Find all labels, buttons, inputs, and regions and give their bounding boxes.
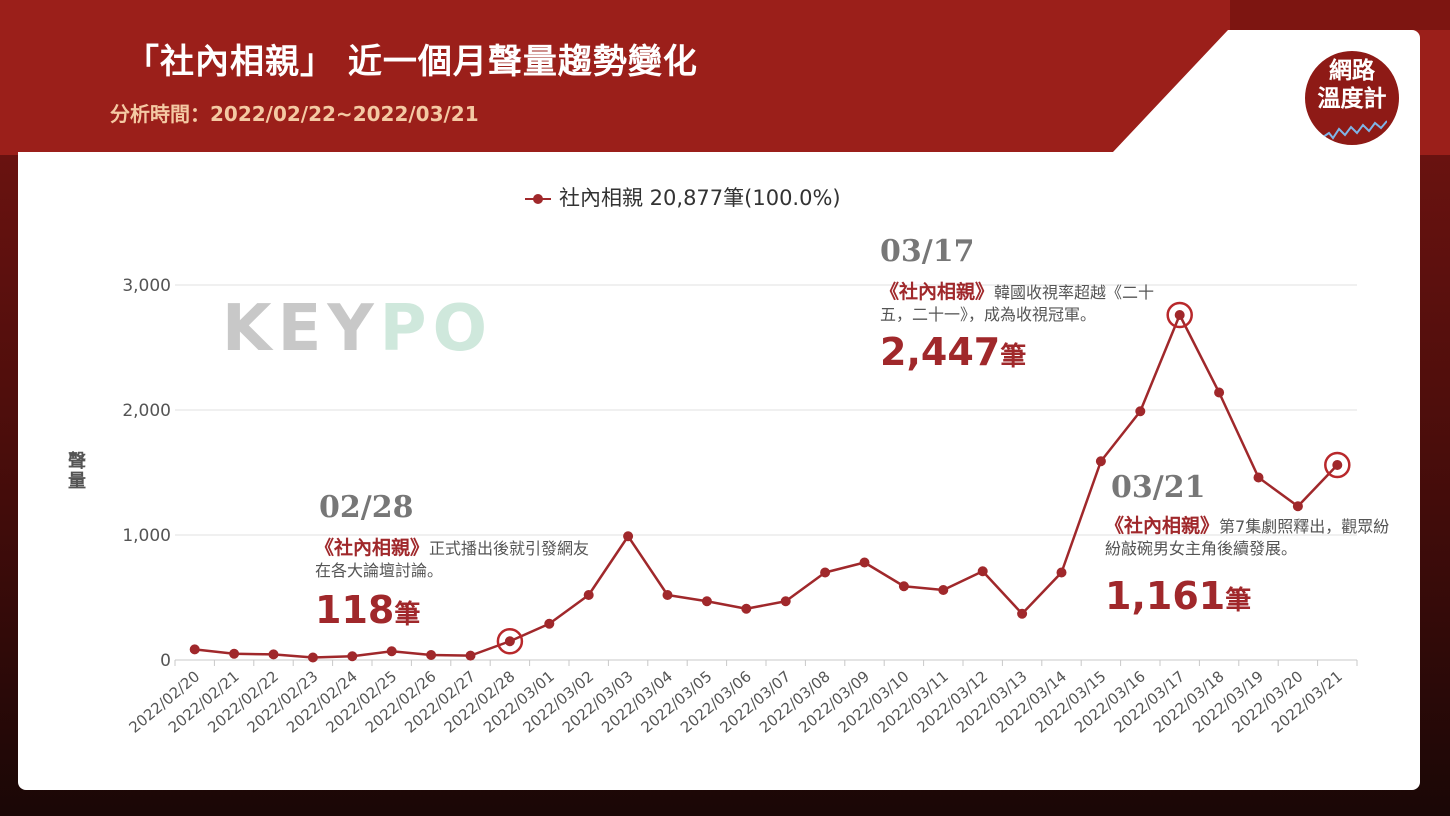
- data-point: [504, 636, 515, 647]
- annotation-unit: 筆: [1225, 586, 1252, 616]
- logo-line1: 網路: [1329, 58, 1375, 84]
- highlight-ring: [1166, 301, 1193, 329]
- annotation-title: 《社內相親》: [880, 281, 995, 303]
- header-accent: [1230, 0, 1450, 30]
- legend-marker-icon: [525, 192, 551, 206]
- annotation-date: 02/28: [319, 490, 414, 525]
- annotation-0228: 02/28 《社內相親》正式播出後就引發網友在各大論壇討論。 118筆: [315, 490, 605, 632]
- wave-icon: [1323, 120, 1387, 140]
- series-line: [194, 313, 1339, 659]
- annotation-number: 2,447: [880, 330, 1001, 374]
- data-point: [1095, 456, 1106, 467]
- data-point: [307, 652, 318, 663]
- annotation-body: 第7集劇照釋出，觀眾紛紛敲碗男女主角後續發展。: [1105, 517, 1390, 558]
- data-point: [623, 531, 634, 542]
- data-point: [189, 644, 200, 655]
- annotation-date: 03/21: [1111, 470, 1206, 505]
- data-point: [701, 596, 712, 607]
- data-point: [229, 648, 240, 659]
- data-point: [1332, 460, 1343, 470]
- data-point: [1174, 310, 1185, 320]
- annotation-0321: 03/21 《社內相親》第7集劇照釋出，觀眾紛紛敲碗男女主角後續發展。 1,16…: [1105, 470, 1395, 618]
- data-point: [1056, 567, 1067, 578]
- annotation-unit: 筆: [1000, 342, 1027, 372]
- page-title: 「社內相親」 近一個月聲量趨勢變化: [125, 42, 698, 82]
- annotation-value: 118筆: [315, 588, 605, 632]
- data-point: [386, 646, 397, 657]
- y-tick-label: 3,000: [122, 276, 171, 296]
- y-tick-label: 2,000: [122, 401, 171, 421]
- chart-legend: 社內相親 20,877筆(100.0%): [525, 182, 841, 212]
- legend-label: 社內相親 20,877筆(100.0%): [559, 186, 841, 210]
- data-point: [1214, 387, 1225, 398]
- data-point: [1292, 501, 1303, 512]
- y-tick-label: 0: [160, 651, 171, 671]
- data-point: [898, 581, 909, 592]
- brand-logo: 網路 溫度計: [1302, 48, 1402, 148]
- data-point: [859, 557, 870, 568]
- annotation-0317: 03/17 《社內相親》韓國收視率超越《二十五，二十一》，成為收視冠軍。 2,4…: [880, 234, 1155, 374]
- data-point: [780, 596, 791, 607]
- annotation-body: 韓國收視率超越《二十五，二十一》，成為收視冠軍。: [880, 283, 1155, 324]
- analysis-period: 分析時間：2022/02/22~2022/03/21: [110, 102, 479, 126]
- data-point: [820, 567, 831, 578]
- annotation-title: 《社內相親》: [315, 537, 430, 559]
- data-point: [465, 650, 476, 661]
- y-axis-label: 聲量: [68, 451, 86, 492]
- data-point: [268, 649, 279, 660]
- annotation-date: 03/17: [880, 234, 975, 269]
- annotation-body: 正式播出後就引發網友在各大論壇討論。: [315, 539, 590, 580]
- data-point: [741, 603, 752, 614]
- keypo-watermark: KEYPO: [222, 292, 493, 366]
- data-point: [426, 650, 437, 660]
- data-point: [583, 590, 594, 600]
- data-point: [1017, 608, 1028, 619]
- annotation-unit: 筆: [394, 600, 421, 630]
- data-point: [1253, 472, 1264, 483]
- logo-line2: 溫度計: [1317, 86, 1387, 112]
- data-point: [1135, 406, 1146, 417]
- annotation-title: 《社內相親》: [1105, 515, 1220, 537]
- data-point: [544, 618, 555, 629]
- data-point: [977, 566, 988, 577]
- highlight-ring: [1324, 451, 1351, 479]
- y-tick-label: 1,000: [122, 526, 171, 546]
- annotation-text: 《社內相親》第7集劇照釋出，觀眾紛紛敲碗男女主角後續發展。: [1105, 515, 1395, 560]
- watermark-po: PO: [379, 292, 493, 366]
- annotation-number: 118: [315, 588, 395, 632]
- annotation-text: 《社內相親》韓國收視率超越《二十五，二十一》，成為收視冠軍。: [880, 281, 1155, 326]
- annotation-value: 2,447筆: [880, 330, 1155, 374]
- watermark-key: KEY: [222, 292, 380, 366]
- annotation-text: 《社內相親》正式播出後就引發網友在各大論壇討論。: [315, 537, 605, 582]
- annotation-value: 1,161筆: [1105, 574, 1395, 618]
- highlight-ring: [496, 628, 524, 655]
- annotation-number: 1,161: [1105, 574, 1226, 618]
- data-point: [347, 651, 358, 662]
- data-point: [938, 585, 949, 595]
- data-point: [662, 590, 673, 600]
